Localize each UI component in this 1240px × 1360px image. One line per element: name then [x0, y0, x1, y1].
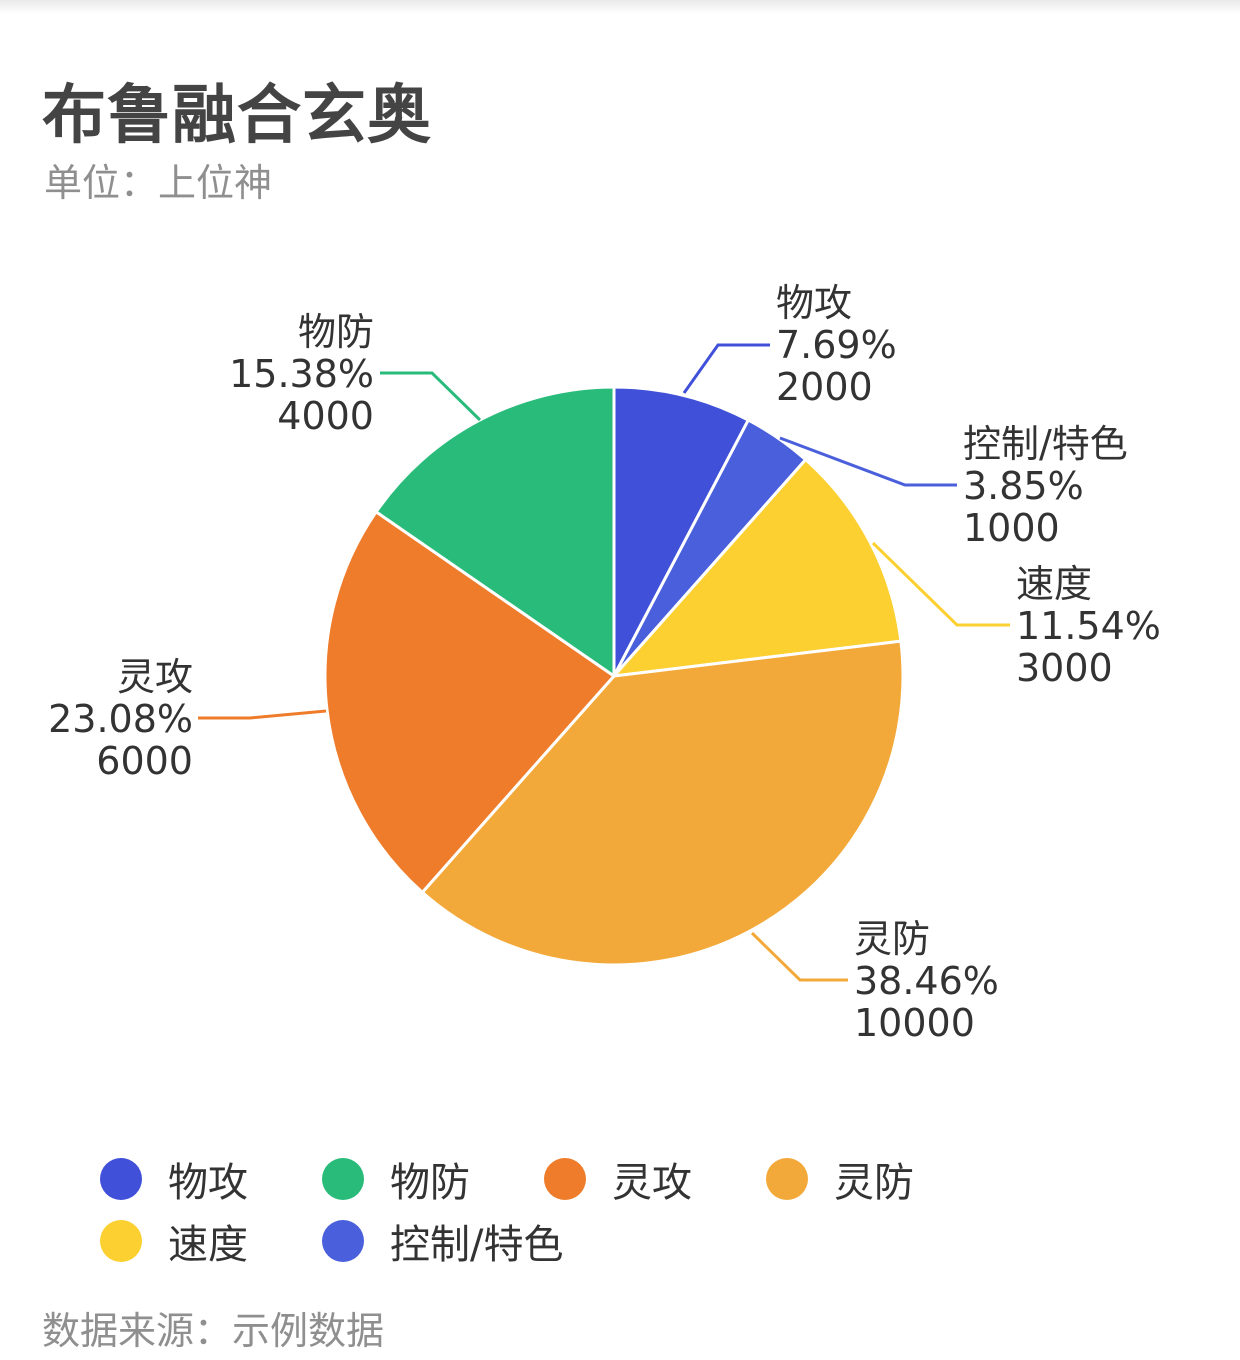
data-source-note: 数据来源：示例数据	[42, 1309, 385, 1353]
data-label-灵防: 灵防 38.46% 10000	[854, 917, 999, 1045]
legend-item-控制-特色[interactable]: 控制/特色	[322, 1210, 563, 1272]
leader-line-灵攻	[198, 709, 327, 720]
legend-swatch-icon	[544, 1158, 586, 1200]
legend-label: 灵防	[834, 1160, 914, 1206]
pie-slice-灵攻[interactable]	[323, 510, 616, 894]
chart-title: 布鲁融合玄奥	[42, 79, 432, 153]
pie-slice-速度[interactable]	[612, 458, 903, 678]
data-label-物防: 物防 15.38% 4000	[229, 310, 374, 438]
leader-line-速度	[871, 541, 1010, 627]
data-label-控制-特色: 控制/特色 3.85% 1000	[963, 422, 1128, 550]
leader-line-物攻	[682, 343, 770, 394]
top-shadow-bar	[0, 0, 1240, 14]
pie-slice-灵防[interactable]	[420, 639, 905, 967]
legend-swatch-icon	[766, 1158, 808, 1200]
leader-line-控制-特色	[779, 436, 957, 487]
legend-label: 物攻	[168, 1160, 248, 1206]
legend-item-灵攻[interactable]: 灵攻	[544, 1148, 692, 1210]
data-label-速度: 速度 11.54% 3000	[1016, 562, 1161, 690]
leader-line-灵防	[750, 931, 848, 982]
legend-item-速度[interactable]: 速度	[100, 1210, 248, 1272]
legend-label: 物防	[390, 1160, 470, 1206]
data-label-灵攻: 灵攻 23.08% 6000	[48, 655, 193, 783]
legend-label: 速度	[168, 1222, 248, 1268]
pie-slice-物攻[interactable]	[612, 385, 750, 678]
legend-swatch-icon	[322, 1220, 364, 1262]
legend-item-灵防[interactable]: 灵防	[766, 1148, 914, 1210]
chart-legend: 物攻 物防 灵攻 灵防速度 控制/特色	[100, 1148, 1180, 1272]
legend-item-物攻[interactable]: 物攻	[100, 1148, 248, 1210]
leader-line-物防	[380, 371, 482, 422]
legend-swatch-icon	[100, 1220, 142, 1262]
legend-swatch-icon	[322, 1158, 364, 1200]
chart-subtitle: 单位：上位神	[44, 161, 273, 205]
legend-label: 灵攻	[612, 1160, 692, 1206]
data-label-物攻: 物攻 7.69% 2000	[776, 281, 897, 409]
legend-item-物防[interactable]: 物防	[322, 1148, 470, 1210]
legend-swatch-icon	[100, 1158, 142, 1200]
legend-label: 控制/特色	[390, 1222, 564, 1268]
